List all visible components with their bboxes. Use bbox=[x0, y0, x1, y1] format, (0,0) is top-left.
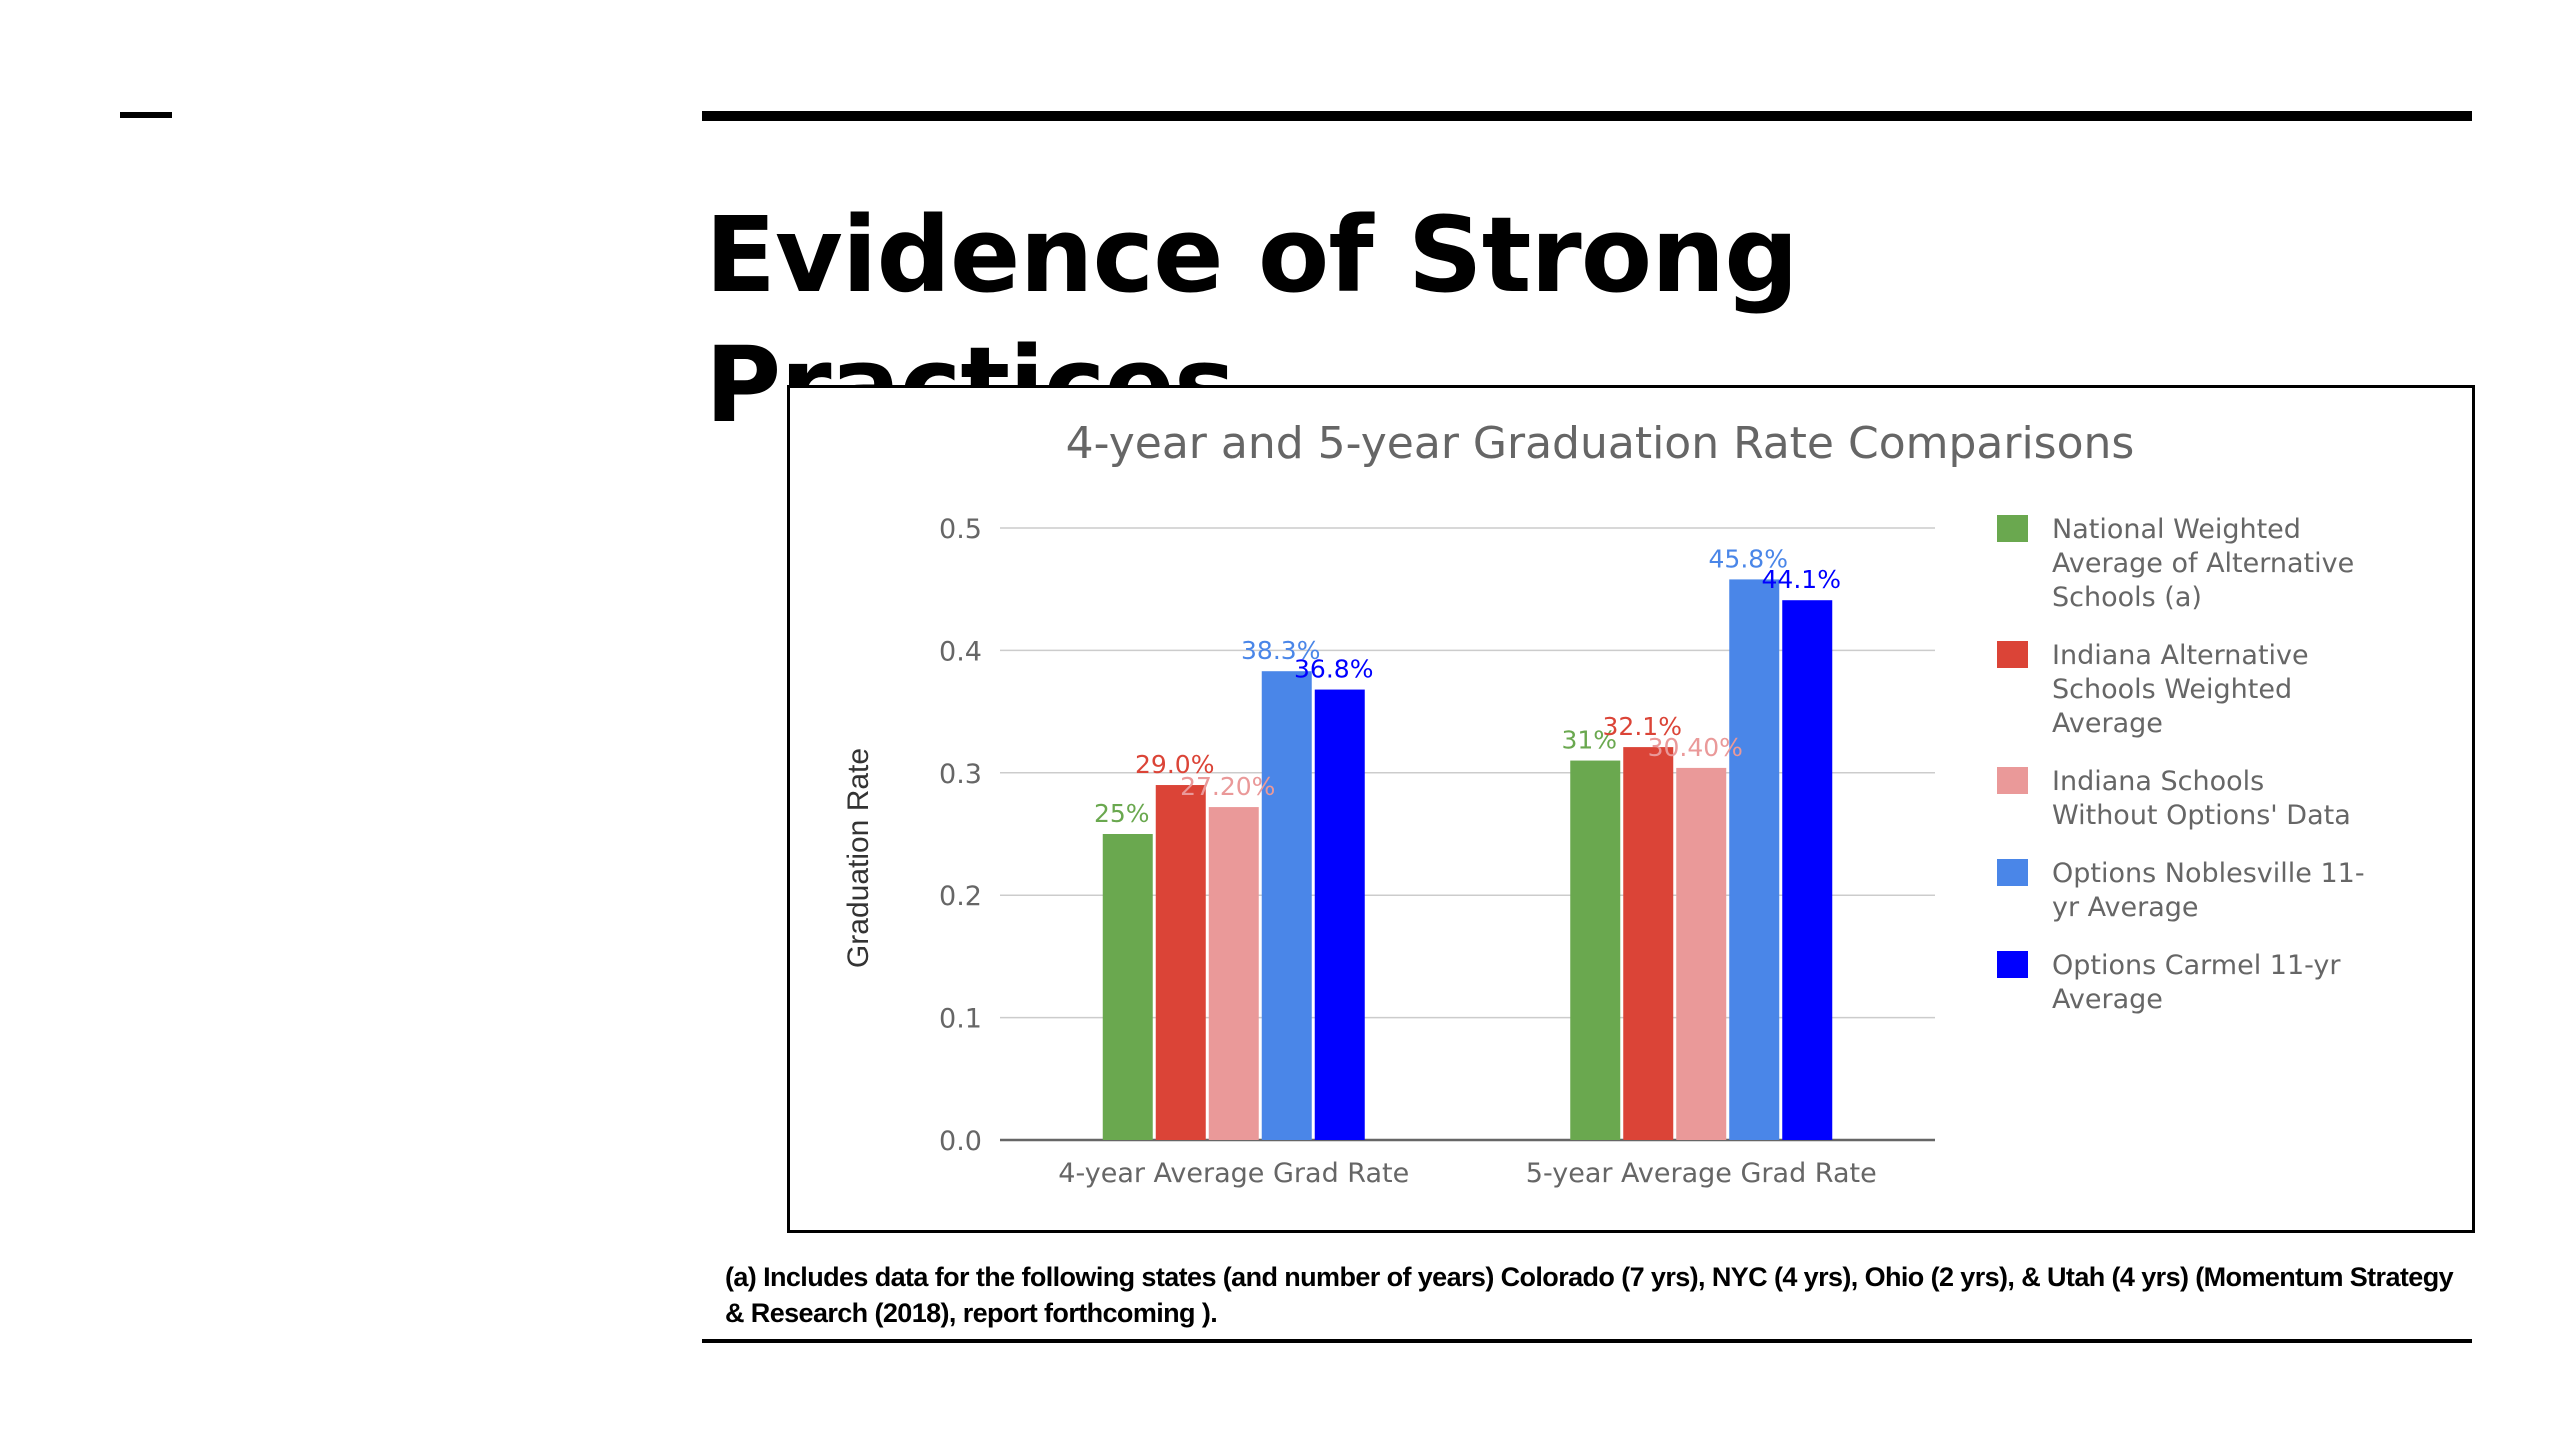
chart-title: 4-year and 5-year Graduation Rate Compar… bbox=[1066, 418, 2135, 469]
bar bbox=[1102, 834, 1153, 1140]
x-axis: 4-year Average Grad Rate 5-year Average G… bbox=[1058, 1158, 1876, 1189]
y-axis: 0.0 0.1 0.2 0.3 0.4 0.5 bbox=[939, 514, 982, 1157]
legend-label: Indiana Schools bbox=[2052, 766, 2264, 797]
legend-swatch bbox=[1997, 515, 2028, 542]
legend-swatch bbox=[1997, 859, 2028, 886]
data-label: 45.8% bbox=[1709, 544, 1788, 573]
data-label: 27.20% bbox=[1180, 772, 1275, 801]
legend-label: Schools (a) bbox=[2052, 582, 2202, 613]
bar bbox=[1155, 785, 1206, 1140]
x-tick-label: 5-year Average Grad Rate bbox=[1526, 1158, 1877, 1189]
bar bbox=[1570, 760, 1621, 1140]
bar bbox=[1261, 671, 1312, 1140]
legend-label: Options Carmel 11-yr bbox=[2052, 950, 2341, 981]
legend-label: yr Average bbox=[2052, 892, 2199, 923]
data-label: 32.1% bbox=[1603, 712, 1682, 741]
legend-label: Average of Alternative bbox=[2052, 548, 2354, 579]
data-label: 38.3% bbox=[1241, 636, 1320, 665]
legend-label: Indiana Alternative bbox=[2052, 640, 2309, 671]
legend-label: National Weighted bbox=[2052, 514, 2301, 545]
legend-swatch bbox=[1997, 641, 2028, 668]
bar bbox=[1208, 807, 1259, 1140]
data-label: 31% bbox=[1561, 726, 1617, 755]
legend-label: Without Options' Data bbox=[2052, 800, 2351, 831]
bar bbox=[1623, 747, 1674, 1140]
data-labels: 25% 29.0%27.20% 38.3%36.8% 31%32.1%30.40% 45… bbox=[1094, 544, 1841, 828]
data-label: 30.40% bbox=[1648, 733, 1743, 762]
chart-frame: 4-year and 5-year Graduation Rate Compar… bbox=[787, 385, 2475, 1233]
legend-label: Average bbox=[2052, 984, 2163, 1015]
footnote: (a) Includes data for the following stat… bbox=[725, 1262, 2454, 1328]
x-tick-label: 4-year Average Grad Rate bbox=[1058, 1158, 1409, 1189]
data-label: 25% bbox=[1094, 799, 1150, 828]
legend-label: Options Noblesville 11- bbox=[2052, 858, 2365, 889]
legend-label: Average bbox=[2052, 708, 2163, 739]
y-tick-label: 0.2 bbox=[939, 881, 982, 912]
bar bbox=[1782, 600, 1833, 1140]
y-tick-label: 0.0 bbox=[939, 1126, 982, 1157]
bottom-rule bbox=[702, 1339, 2472, 1343]
slide-dash-mark bbox=[120, 112, 172, 118]
y-tick-label: 0.1 bbox=[939, 1004, 982, 1035]
bar bbox=[1314, 689, 1365, 1140]
data-label: 29.0% bbox=[1135, 750, 1214, 779]
top-rule bbox=[702, 111, 2472, 121]
legend-swatch bbox=[1997, 767, 2028, 794]
data-label: 44.1% bbox=[1762, 565, 1841, 594]
legend-label: Schools Weighted bbox=[2052, 674, 2292, 705]
y-tick-label: 0.5 bbox=[939, 514, 982, 545]
y-tick-label: 0.4 bbox=[939, 636, 982, 667]
bar bbox=[1676, 767, 1727, 1140]
legend-swatch bbox=[1997, 951, 2028, 978]
data-label: 36.8% bbox=[1294, 655, 1373, 684]
y-axis-label: Graduation Rate bbox=[842, 748, 875, 968]
y-tick-label: 0.3 bbox=[939, 759, 982, 790]
bars bbox=[1102, 579, 1833, 1140]
bar-chart: 4-year and 5-year Graduation Rate Compar… bbox=[842, 418, 2365, 1189]
bar bbox=[1729, 579, 1780, 1140]
